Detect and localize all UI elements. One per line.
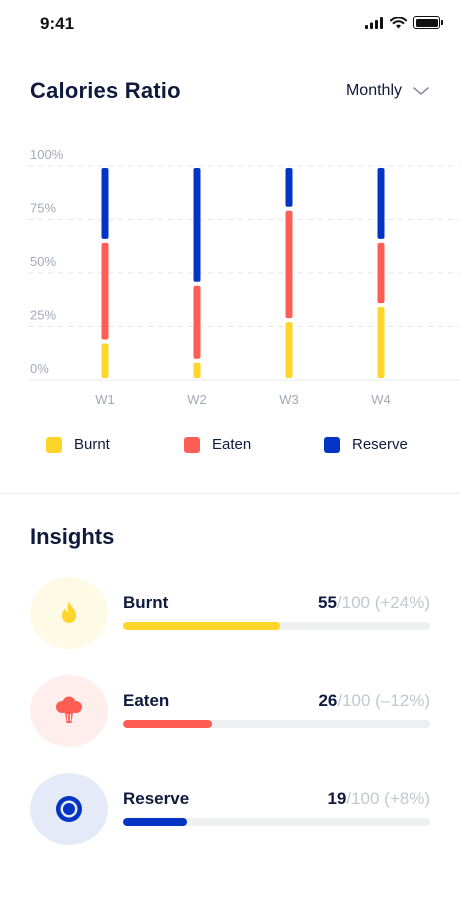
bar-w4-burnt[interactable] (377, 307, 385, 378)
status-time: 9:41 (40, 14, 75, 33)
progress-track (123, 720, 430, 728)
calories-ratio-chart: 100% 75% 50% 25% 0% W1 W2 W3 W4 (0, 130, 460, 430)
x-tick-label: W3 (279, 392, 299, 407)
insight-score: 55 (317, 593, 337, 612)
progress-track (123, 818, 430, 826)
y-tick-label: 0% (30, 361, 49, 376)
insight-score: 19 (327, 789, 347, 808)
insights-title: Insights (30, 524, 115, 549)
y-tick-label: 75% (30, 201, 56, 216)
insight-row-burnt[interactable]: Burnt 55/100 (+24%) (30, 577, 430, 649)
legend-swatch-eaten (184, 436, 200, 453)
insight-value: 19/100 (+8%) (327, 789, 430, 809)
bar-w2-burnt[interactable] (193, 362, 201, 378)
bar-w1-eaten[interactable] (101, 242, 109, 340)
wifi-icon (390, 16, 407, 28)
y-tick-label: 50% (30, 254, 56, 269)
insight-name: Reserve (123, 789, 190, 808)
bar-w2-eaten[interactable] (193, 285, 201, 359)
legend-label-reserve: Reserve (352, 436, 408, 453)
legend-item-eaten: Eaten (184, 436, 251, 453)
broccoli-icon (56, 696, 82, 723)
x-tick-label: W4 (371, 392, 391, 407)
progress-fill-burnt (123, 622, 280, 630)
insight-value: 55/100 (+24%) (318, 593, 430, 613)
insight-icon-circle-reserve (30, 773, 108, 845)
period-dropdown-label: Monthly (345, 82, 402, 99)
legend-item-burnt: Burnt (46, 436, 110, 453)
y-tick-label: 25% (30, 308, 56, 323)
bar-w3-eaten[interactable] (285, 210, 293, 319)
legend-label-burnt: Burnt (74, 436, 110, 453)
chart-svg: 100% 75% 50% 25% 0% W1 W2 W3 W4 (28, 147, 460, 407)
insight-name: Eaten (123, 691, 170, 710)
page-title: Calories Ratio (30, 78, 181, 103)
bar-w3-burnt[interactable] (285, 322, 293, 378)
y-tick-label: 100% (30, 147, 64, 162)
legend-label-eaten: Eaten (212, 436, 252, 453)
legend-swatch-reserve (324, 436, 340, 453)
insight-score: 26 (318, 691, 338, 710)
bar-w3-reserve[interactable] (285, 168, 293, 207)
insight-score-suffix: /100 (–12%) (337, 691, 430, 710)
insight-icon-circle-burnt (30, 577, 108, 649)
bar-w1-burnt[interactable] (101, 343, 109, 378)
bar-w4-eaten[interactable] (377, 242, 385, 304)
bar-w4-reserve[interactable] (377, 168, 385, 239)
progress-fill-eaten (123, 720, 213, 728)
header: Calories Ratio Monthly (30, 76, 430, 108)
status-bar: 9:41 (0, 0, 460, 50)
chart-legend: Burnt Eaten Reserve (46, 436, 426, 460)
insight-row-eaten[interactable]: Eaten 26/100 (–12%) (30, 675, 430, 747)
x-tick-label: W1 (95, 392, 115, 407)
progress-track (123, 622, 430, 630)
target-ring-icon (56, 796, 82, 822)
insight-name: Burnt (123, 593, 169, 612)
chevron-down-icon (413, 87, 429, 95)
flame-icon (62, 601, 76, 623)
x-tick-label: W2 (187, 392, 207, 407)
insight-icon-circle-eaten (30, 675, 108, 747)
status-icons (365, 16, 443, 29)
insight-score-suffix: /100 (+24%) (336, 593, 430, 612)
period-dropdown[interactable]: Monthly (346, 82, 430, 100)
progress-fill-reserve (123, 818, 188, 826)
battery-icon (413, 16, 443, 29)
insight-score-suffix: /100 (+8%) (346, 789, 430, 808)
bar-w2-reserve[interactable] (193, 168, 201, 282)
section-divider (0, 493, 460, 494)
legend-item-reserve: Reserve (324, 436, 408, 453)
cellular-signal-icon (365, 16, 383, 29)
bar-w1-reserve[interactable] (101, 168, 109, 239)
insight-row-reserve[interactable]: Reserve 19/100 (+8%) (30, 773, 430, 845)
legend-swatch-burnt (46, 436, 62, 453)
insight-value: 26/100 (–12%) (318, 691, 430, 711)
